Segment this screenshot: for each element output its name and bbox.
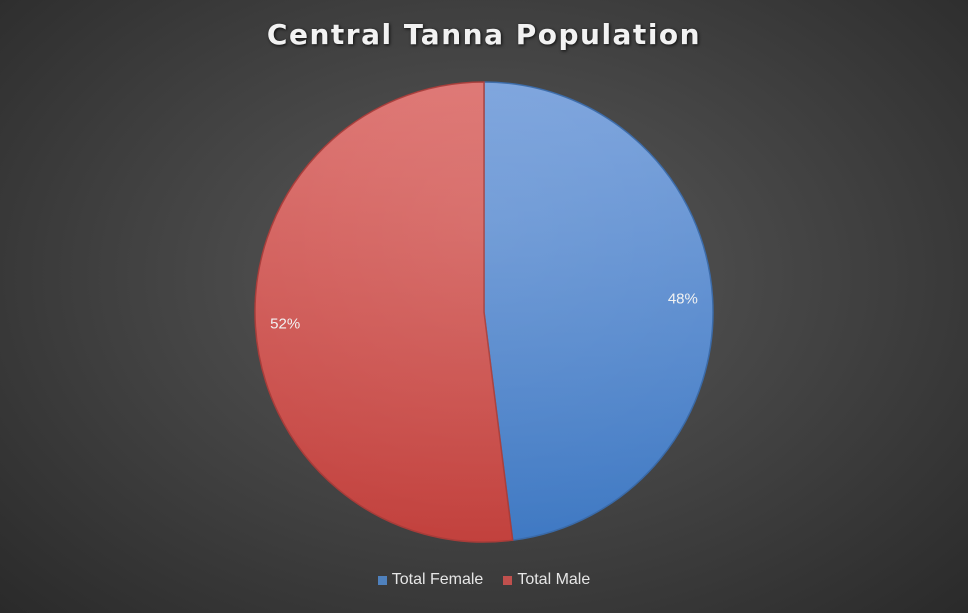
legend-swatch-male bbox=[503, 575, 513, 585]
legend-item-female: Total Female bbox=[377, 571, 484, 589]
data-label-female: 48% bbox=[668, 290, 698, 307]
data-label-male: 52% bbox=[270, 316, 300, 333]
legend: Total Female Total Male bbox=[0, 571, 968, 589]
legend-label-female: Total Female bbox=[391, 571, 484, 588]
chart-title: Central Tanna Population bbox=[266, 18, 702, 51]
pie-slice-female bbox=[483, 81, 714, 542]
legend-item-male: Total Male bbox=[503, 571, 590, 589]
legend-label-male: Total Male bbox=[517, 571, 591, 588]
pie-slice-male bbox=[254, 81, 514, 543]
legend-swatch-female bbox=[377, 575, 387, 585]
